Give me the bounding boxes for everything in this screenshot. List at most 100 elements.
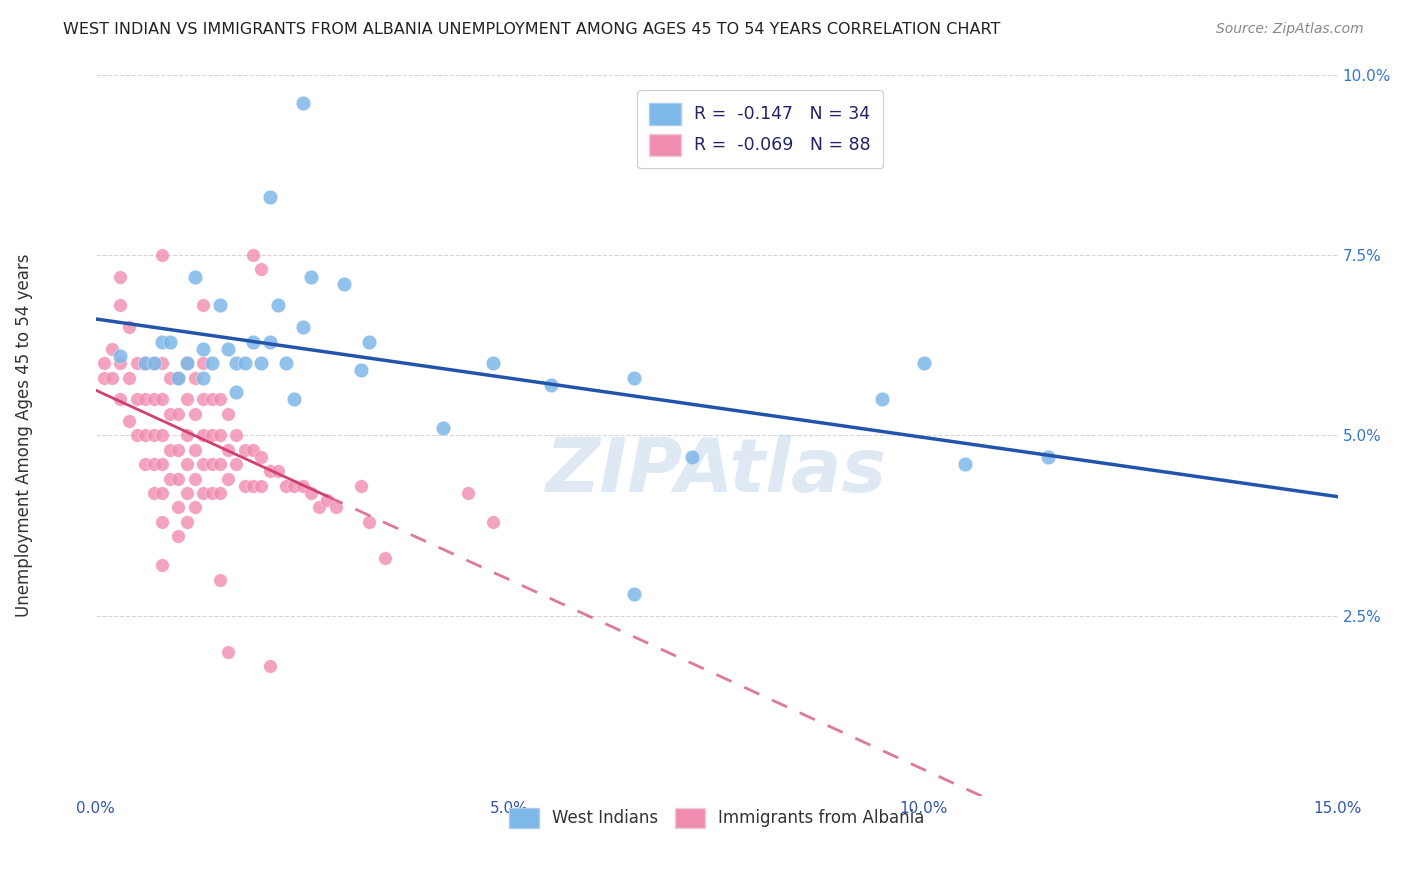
Point — [176, 515, 198, 529]
Point — [482, 356, 505, 370]
Point — [540, 377, 562, 392]
Point — [167, 472, 190, 486]
Point — [217, 342, 239, 356]
Point — [217, 442, 239, 457]
Point — [167, 442, 190, 457]
Point — [176, 356, 198, 370]
Point — [142, 392, 165, 407]
Point — [93, 370, 115, 384]
Point — [184, 370, 207, 384]
Point — [118, 414, 141, 428]
Point — [200, 457, 222, 471]
Point — [225, 384, 247, 399]
Point — [250, 262, 273, 277]
Point — [110, 269, 132, 284]
Point — [242, 479, 264, 493]
Point — [159, 472, 181, 486]
Point — [623, 587, 645, 601]
Point — [200, 486, 222, 500]
Point — [681, 450, 703, 464]
Point — [193, 370, 215, 384]
Point — [159, 334, 181, 349]
Point — [274, 356, 297, 370]
Point — [110, 298, 132, 312]
Point — [134, 428, 156, 442]
Point — [193, 298, 215, 312]
Point — [134, 356, 156, 370]
Point — [233, 479, 256, 493]
Point — [482, 515, 505, 529]
Point — [225, 428, 247, 442]
Point — [159, 407, 181, 421]
Point — [125, 428, 148, 442]
Point — [623, 370, 645, 384]
Point — [193, 356, 215, 370]
Point — [150, 558, 173, 573]
Point — [134, 356, 156, 370]
Text: Source: ZipAtlas.com: Source: ZipAtlas.com — [1216, 22, 1364, 37]
Point — [200, 428, 222, 442]
Point — [159, 442, 181, 457]
Point — [217, 407, 239, 421]
Point — [184, 500, 207, 515]
Point — [349, 479, 371, 493]
Point — [242, 248, 264, 262]
Point — [142, 356, 165, 370]
Point — [193, 428, 215, 442]
Point — [200, 356, 222, 370]
Point — [233, 442, 256, 457]
Point — [167, 407, 190, 421]
Point — [242, 442, 264, 457]
Point — [259, 659, 281, 673]
Point — [176, 457, 198, 471]
Point — [184, 269, 207, 284]
Point — [299, 486, 322, 500]
Point — [291, 479, 314, 493]
Point — [150, 356, 173, 370]
Point — [110, 356, 132, 370]
Point — [150, 428, 173, 442]
Point — [1036, 450, 1059, 464]
Point — [250, 356, 273, 370]
Point — [283, 392, 305, 407]
Point — [217, 472, 239, 486]
Point — [142, 428, 165, 442]
Point — [299, 269, 322, 284]
Point — [184, 442, 207, 457]
Point — [217, 645, 239, 659]
Point — [176, 428, 198, 442]
Y-axis label: Unemployment Among Ages 45 to 54 years: Unemployment Among Ages 45 to 54 years — [15, 253, 32, 617]
Text: WEST INDIAN VS IMMIGRANTS FROM ALBANIA UNEMPLOYMENT AMONG AGES 45 TO 54 YEARS CO: WEST INDIAN VS IMMIGRANTS FROM ALBANIA U… — [63, 22, 1001, 37]
Point — [325, 500, 347, 515]
Point — [316, 493, 339, 508]
Point — [142, 457, 165, 471]
Point — [93, 356, 115, 370]
Point — [193, 457, 215, 471]
Legend: West Indians, Immigrants from Albania: West Indians, Immigrants from Albania — [502, 801, 931, 835]
Point — [142, 486, 165, 500]
Point — [150, 457, 173, 471]
Point — [159, 370, 181, 384]
Point — [274, 479, 297, 493]
Point — [150, 392, 173, 407]
Point — [357, 515, 380, 529]
Point — [110, 392, 132, 407]
Point — [134, 457, 156, 471]
Point — [208, 298, 231, 312]
Point — [259, 190, 281, 204]
Point — [125, 356, 148, 370]
Point — [432, 421, 454, 435]
Point — [142, 356, 165, 370]
Point — [291, 320, 314, 334]
Point — [291, 96, 314, 111]
Point — [250, 479, 273, 493]
Point — [283, 479, 305, 493]
Point — [150, 515, 173, 529]
Point — [208, 428, 231, 442]
Point — [308, 500, 330, 515]
Point — [150, 248, 173, 262]
Point — [150, 334, 173, 349]
Point — [208, 486, 231, 500]
Point — [872, 392, 894, 407]
Point — [184, 407, 207, 421]
